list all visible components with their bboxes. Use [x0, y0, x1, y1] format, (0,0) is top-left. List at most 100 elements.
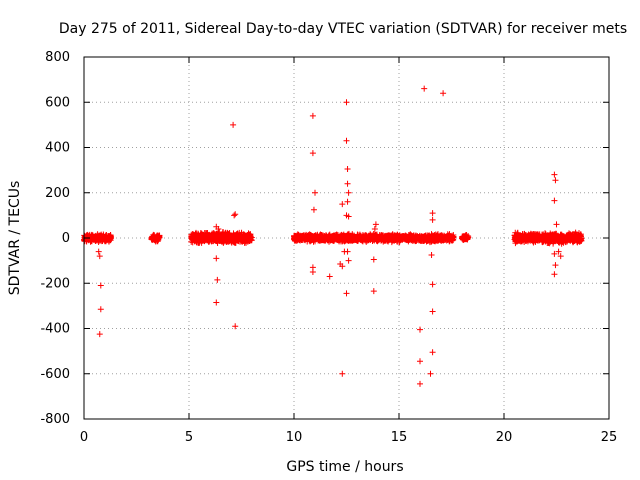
y-tick-label: 400 [45, 141, 70, 156]
data-point [429, 308, 436, 315]
data-point [551, 197, 558, 204]
data-point [345, 233, 352, 240]
data-point [309, 112, 316, 119]
data-point [224, 231, 231, 238]
data-point [231, 232, 238, 239]
data-point [299, 232, 306, 239]
data-point [434, 233, 441, 240]
data-point [198, 237, 205, 244]
y-tick-label: 0 [62, 231, 70, 246]
data-point [309, 268, 316, 275]
data-point [344, 180, 351, 187]
data-point [232, 323, 239, 330]
data-point [370, 230, 377, 237]
data-point [310, 206, 317, 213]
data-point [212, 234, 219, 241]
data-point [232, 211, 239, 218]
x-tick-label: 0 [80, 430, 88, 445]
data-point [244, 238, 251, 245]
data-point [188, 235, 195, 242]
data-point [223, 238, 230, 245]
data-point [397, 234, 404, 241]
data-point [99, 237, 106, 244]
y-tick-label: 200 [45, 186, 70, 201]
data-point [93, 232, 100, 239]
data-point [552, 230, 559, 237]
data-point [234, 231, 241, 238]
data-point [389, 233, 396, 240]
data-point [213, 299, 220, 306]
data-point [573, 236, 580, 243]
data-point [386, 235, 393, 242]
data-point [231, 212, 238, 219]
data-point [226, 237, 233, 244]
data-point [204, 234, 211, 241]
data-point [429, 349, 436, 356]
data-point [551, 171, 558, 178]
data-point [296, 235, 303, 242]
data-point [417, 326, 423, 333]
data-point [310, 237, 317, 244]
data-point [230, 121, 237, 128]
data-point [513, 237, 520, 244]
data-point [351, 234, 358, 241]
data-point [555, 248, 562, 255]
data-point [332, 236, 339, 243]
data-point [512, 232, 519, 239]
data-point [462, 232, 469, 239]
data-point [84, 234, 91, 241]
y-tick-label: -600 [40, 367, 70, 382]
data-point [429, 216, 436, 223]
data-point [243, 233, 250, 240]
x-tick-label: 10 [286, 430, 303, 445]
data-point [307, 233, 314, 240]
data-point [194, 235, 201, 242]
data-point [429, 210, 436, 217]
data-point [96, 331, 103, 338]
data-point [553, 235, 560, 242]
data-point [518, 236, 525, 243]
data-point [215, 235, 222, 242]
data-point [546, 236, 553, 243]
data-point [573, 232, 580, 239]
data-point [378, 237, 385, 244]
data-point [412, 234, 419, 241]
data-point [372, 221, 379, 228]
data-point [553, 221, 560, 228]
data-point [91, 236, 98, 243]
data-point [428, 236, 435, 243]
data-point [345, 189, 352, 196]
data-point [97, 306, 104, 313]
data-point [95, 248, 102, 255]
data-point [557, 253, 564, 260]
data-point [312, 189, 318, 196]
data-point [421, 85, 428, 92]
data-point [229, 235, 236, 242]
data-point [569, 238, 576, 245]
data-point [536, 236, 543, 243]
chart-title: Day 275 of 2011, Sidereal Day-to-day VTE… [59, 21, 627, 37]
x-tick-label: 25 [601, 430, 618, 445]
y-tick-label: 800 [45, 50, 70, 65]
y-tick-label: -200 [40, 276, 70, 291]
data-point [438, 233, 445, 240]
data-point [429, 281, 436, 288]
data-point [519, 231, 526, 237]
data-point [244, 232, 251, 239]
data-point [447, 234, 454, 241]
data-point [320, 235, 327, 242]
data-point [339, 370, 346, 377]
data-point [339, 263, 346, 270]
x-tick-label: 20 [496, 430, 513, 445]
data-point [309, 150, 316, 157]
data-point [343, 99, 350, 106]
data-point [408, 235, 415, 242]
data-point [213, 255, 220, 262]
data-point [292, 234, 299, 241]
data-point [420, 234, 427, 241]
data-point [345, 213, 352, 220]
data-point [345, 257, 352, 264]
data-point [375, 236, 382, 243]
data-point [106, 233, 112, 240]
